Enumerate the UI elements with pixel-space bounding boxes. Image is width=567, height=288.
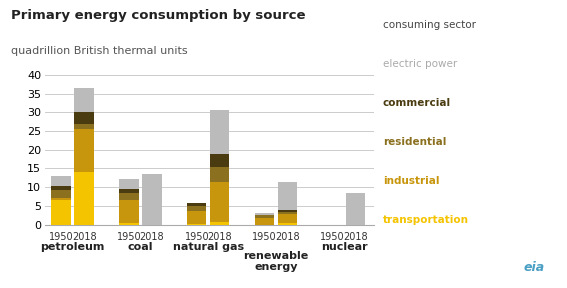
Bar (346, 193, 365, 225)
Bar (210, 154, 230, 166)
Bar (119, 179, 138, 189)
Bar (278, 214, 297, 223)
Text: residential: residential (383, 137, 446, 147)
Bar (255, 213, 274, 215)
Text: quadrillion British thermal units: quadrillion British thermal units (11, 46, 188, 56)
Bar (74, 88, 94, 112)
Bar (119, 223, 138, 225)
Bar (52, 190, 71, 198)
Bar (74, 124, 94, 129)
Bar (74, 172, 94, 225)
Bar (255, 218, 274, 225)
Bar (187, 224, 206, 225)
Bar (255, 215, 274, 218)
Text: commercial: commercial (383, 98, 451, 108)
Text: natural gas: natural gas (173, 242, 244, 252)
Bar (74, 129, 94, 172)
Text: coal: coal (128, 242, 153, 252)
Bar (52, 200, 71, 225)
Bar (52, 176, 71, 186)
Text: transportation: transportation (383, 215, 469, 225)
Text: nuclear: nuclear (320, 242, 367, 252)
Text: renewable
energy: renewable energy (243, 251, 309, 272)
Bar (119, 189, 138, 193)
Bar (119, 200, 138, 223)
Bar (278, 223, 297, 225)
Text: Primary energy consumption by source: Primary energy consumption by source (11, 9, 306, 22)
Text: consuming sector: consuming sector (383, 20, 476, 30)
Text: electric power: electric power (383, 59, 457, 69)
Bar (210, 222, 230, 225)
Bar (278, 211, 297, 214)
Bar (187, 203, 206, 206)
Bar (119, 193, 138, 200)
Bar (52, 198, 71, 200)
Bar (142, 174, 162, 225)
Text: industrial: industrial (383, 176, 439, 186)
Bar (278, 210, 297, 211)
Bar (187, 206, 206, 211)
Text: petroleum: petroleum (40, 242, 105, 252)
Bar (52, 186, 71, 190)
Bar (278, 182, 297, 210)
Bar (210, 166, 230, 182)
Bar (74, 112, 94, 124)
Bar (210, 182, 230, 222)
Bar (210, 110, 230, 154)
Text: eia: eia (523, 261, 544, 274)
Bar (187, 211, 206, 224)
